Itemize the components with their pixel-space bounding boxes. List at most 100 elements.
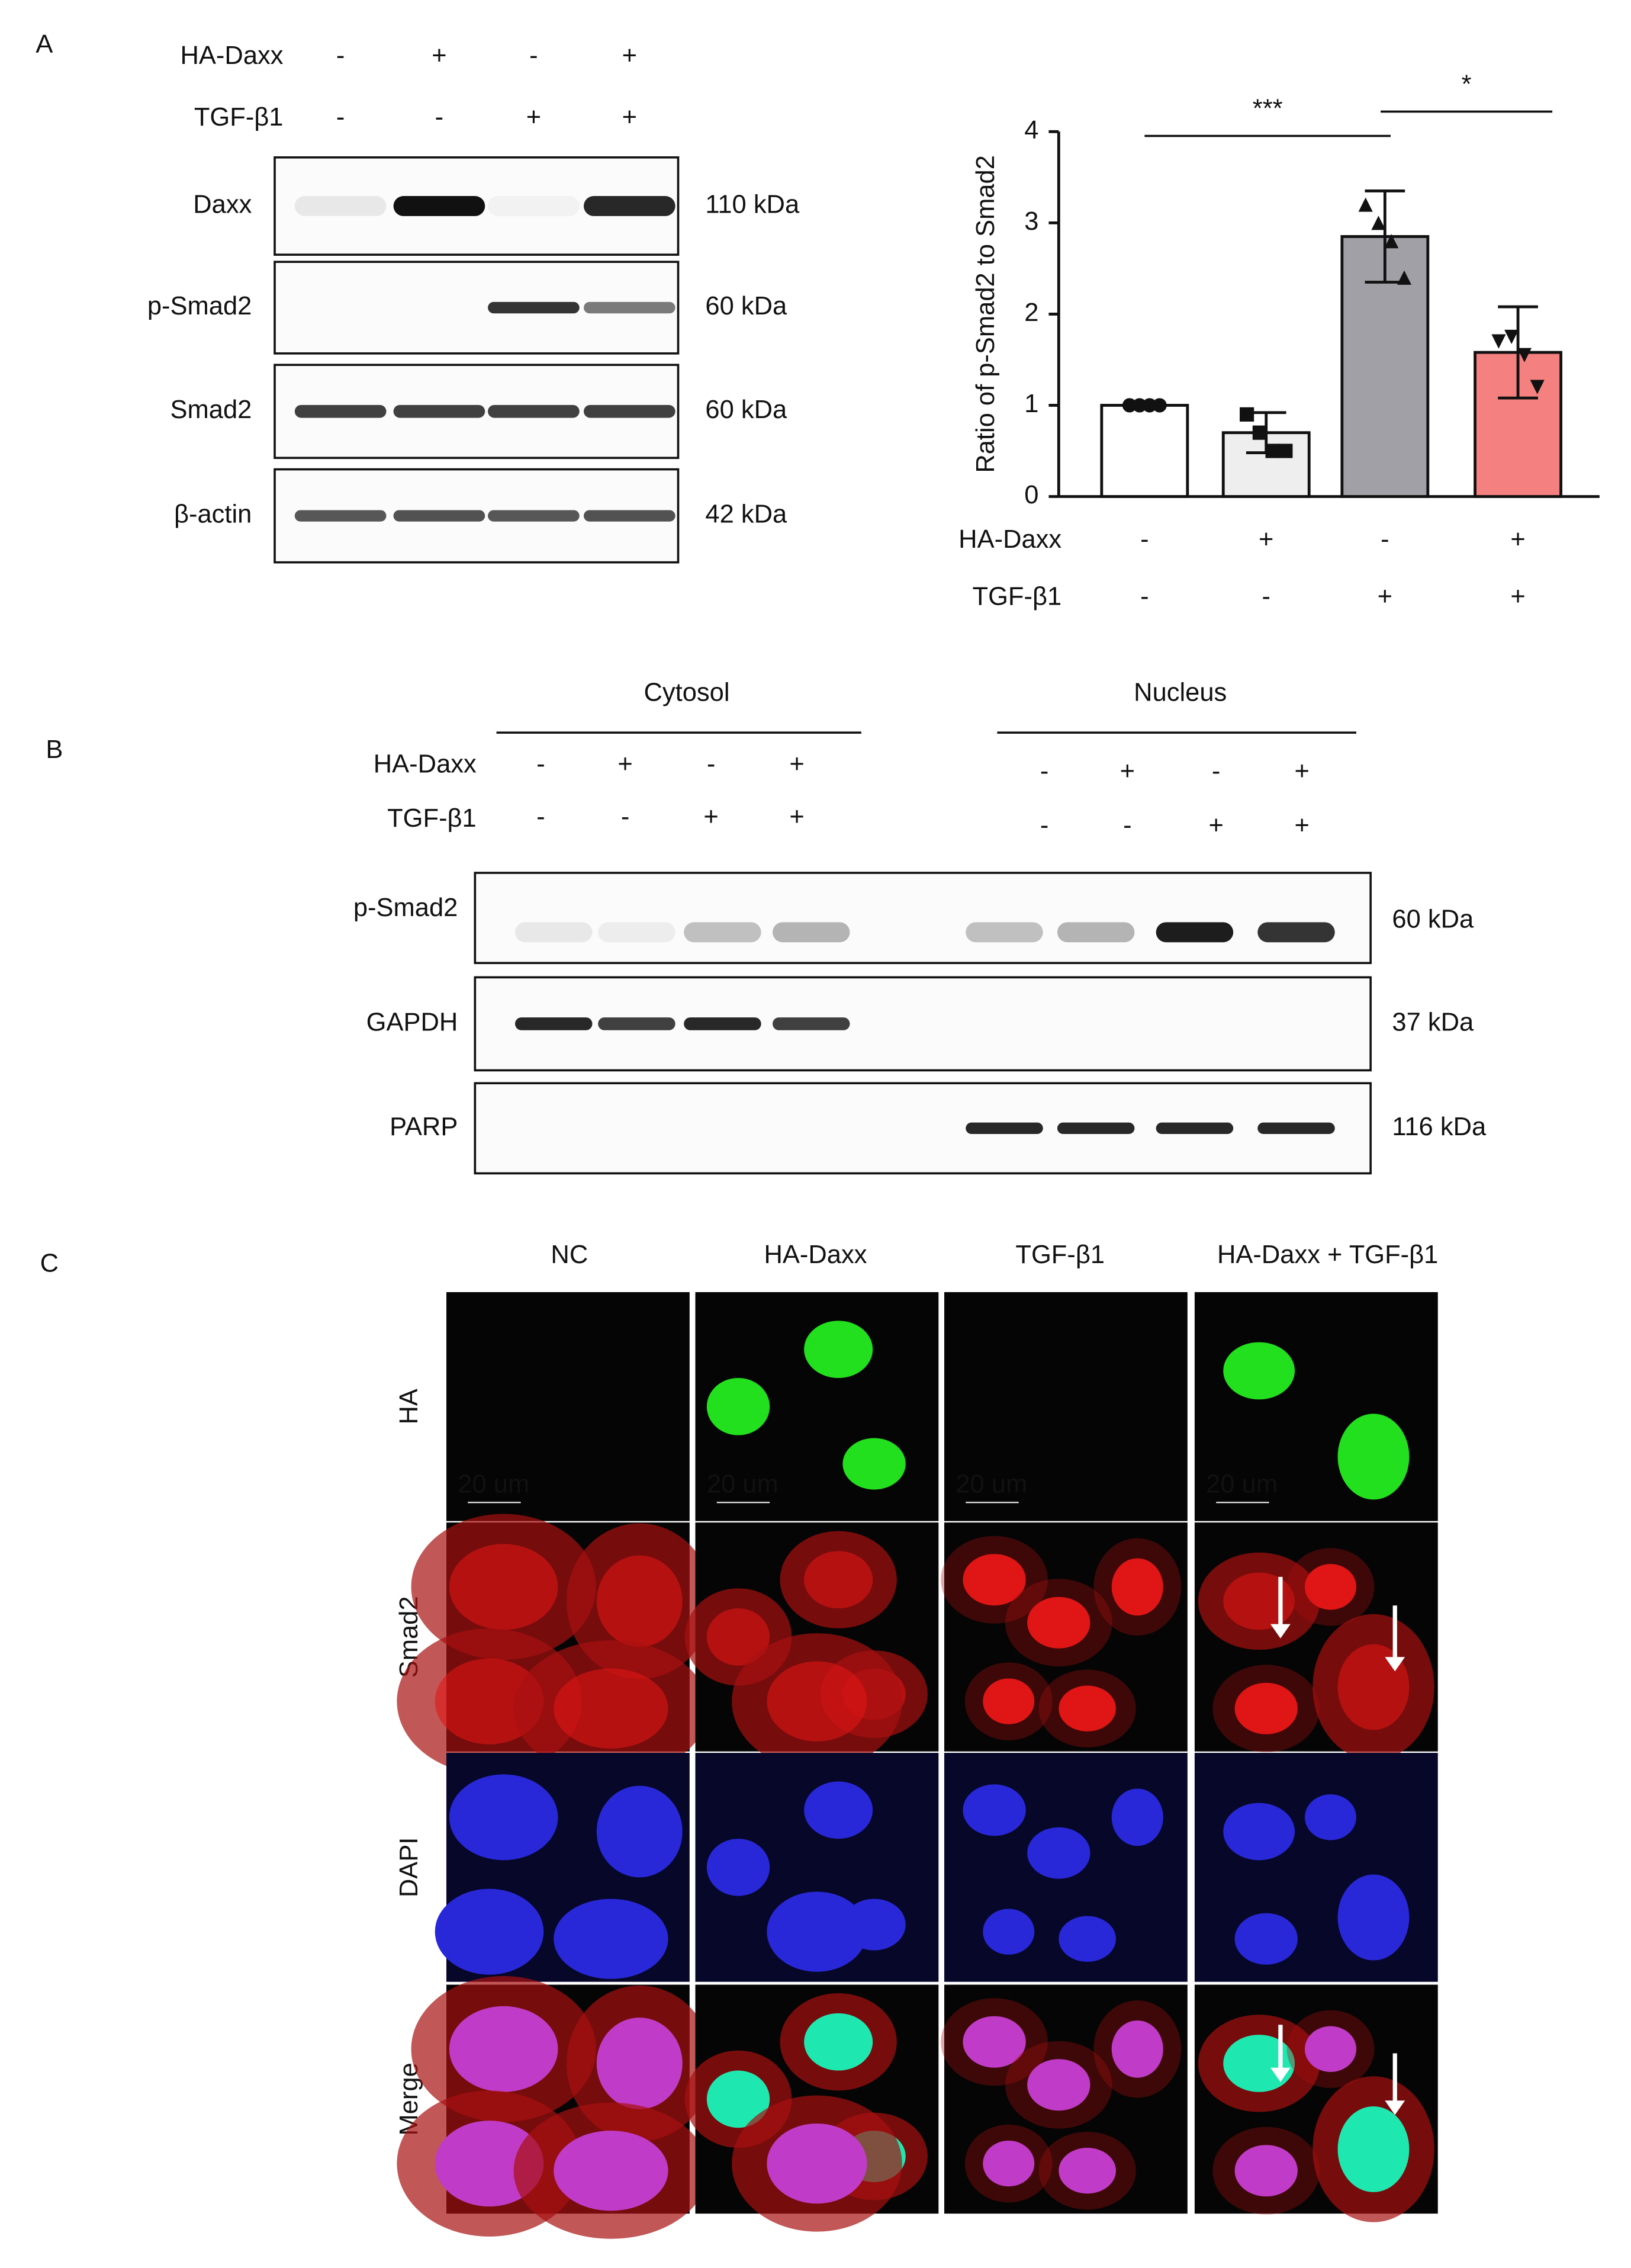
point — [1517, 348, 1532, 362]
blot-size: 42 kDa — [705, 500, 787, 529]
arrow-head — [1270, 1624, 1291, 1639]
bar — [1100, 404, 1189, 498]
blot-band — [584, 510, 675, 522]
blot-band — [966, 1122, 1043, 1134]
nucleus — [963, 1784, 1026, 1836]
blot-band — [515, 1017, 593, 1030]
blot-name: Daxx — [193, 190, 252, 219]
y-tick-label: 1 — [1024, 390, 1038, 418]
condition-name: TGF-β1 — [973, 583, 1062, 611]
condition-mark: + — [1510, 583, 1525, 611]
nucleus — [554, 1668, 668, 1749]
significance: *** — [1253, 95, 1283, 123]
column-header: NC — [551, 1241, 588, 1269]
point — [1397, 270, 1412, 285]
panel-label: A — [36, 30, 53, 59]
micrograph — [941, 1522, 1188, 1752]
condition-mark: - — [435, 103, 443, 131]
condition-mark: - — [1212, 757, 1220, 785]
nucleus — [804, 1551, 873, 1609]
micrograph — [1194, 1522, 1438, 1761]
nucleus — [1027, 2059, 1090, 2111]
condition-mark: - — [1123, 811, 1131, 840]
nucleus — [963, 2016, 1026, 2068]
nucleus — [596, 1555, 683, 1647]
blot-band — [488, 196, 580, 216]
point — [1252, 425, 1267, 440]
blot-name: β-actin — [174, 500, 252, 529]
nucleus — [767, 1661, 867, 1742]
nucleus — [1111, 1788, 1163, 1846]
point — [1265, 444, 1280, 458]
condition-mark: - — [1140, 583, 1149, 611]
point — [1491, 334, 1506, 349]
blot-band — [584, 404, 675, 418]
nucleus — [1027, 1596, 1090, 1649]
nucleus — [1059, 1685, 1116, 1731]
nucleus — [842, 1438, 906, 1490]
nucleus — [1059, 2148, 1116, 2194]
micrograph: 20 um — [446, 1292, 690, 1521]
nucleus — [435, 1888, 544, 1975]
micrograph — [435, 1753, 690, 1982]
y-tick-label: 3 — [1024, 207, 1038, 236]
micrograph — [397, 1514, 713, 1777]
nucleus — [767, 2123, 867, 2204]
nucleus — [767, 1891, 867, 1972]
condition-mark: + — [622, 103, 637, 131]
column-header: TGF-β1 — [1015, 1241, 1105, 1269]
blot-name: p-Smad2 — [353, 894, 458, 922]
point — [1142, 398, 1157, 413]
blot-band — [773, 922, 850, 943]
blot-band — [294, 510, 387, 522]
point — [1504, 329, 1519, 344]
row-label: HA — [395, 1389, 423, 1424]
nucleus — [804, 2013, 873, 2071]
nucleus — [1337, 1874, 1410, 1961]
condition-mark: + — [1208, 811, 1223, 840]
blot-band — [1057, 1122, 1135, 1134]
condition-name: HA-Daxx — [958, 525, 1061, 554]
condition-mark: + — [1378, 583, 1392, 611]
row-label: DAPI — [395, 1837, 423, 1897]
bar — [1474, 351, 1562, 498]
condition-mark: - — [621, 803, 629, 831]
blot-name: GAPDH — [366, 1008, 458, 1036]
nucleus — [1305, 2026, 1356, 2072]
blot-band — [294, 404, 387, 418]
condition-mark: + — [1294, 757, 1309, 785]
blot-band — [598, 1017, 675, 1030]
blot-name: Smad2 — [171, 396, 252, 424]
nucleus — [449, 1544, 558, 1630]
nucleus — [1027, 1827, 1090, 1879]
blot-name: PARP — [390, 1113, 458, 1141]
micrograph — [684, 1984, 939, 2232]
nucleus — [983, 2140, 1035, 2187]
y-tick-label: 2 — [1024, 298, 1038, 327]
nucleus — [706, 1377, 770, 1435]
nucleus — [804, 1781, 873, 1839]
scale-bar-label: 20 um — [458, 1470, 529, 1498]
blot-size: 37 kDa — [1392, 1008, 1474, 1036]
blot-frame — [474, 1082, 1372, 1175]
micrograph — [1194, 1984, 1438, 2222]
blot-size: 60 kDa — [1392, 905, 1474, 933]
micrograph — [684, 1522, 939, 1770]
point — [1278, 444, 1293, 458]
micrograph — [695, 1753, 939, 1982]
nucleus — [1111, 1558, 1163, 1616]
nucleus — [1223, 1572, 1295, 1630]
nucleus — [1234, 1682, 1298, 1734]
blot-band — [773, 1017, 850, 1030]
point — [1132, 398, 1147, 413]
nucleus — [706, 1608, 770, 1666]
micrograph-bg — [1194, 1753, 1438, 1982]
micrograph — [944, 1753, 1188, 1982]
micrograph: 20 um — [695, 1292, 939, 1521]
point — [1122, 398, 1137, 413]
condition-mark: + — [526, 103, 541, 131]
micrograph: 20 um — [944, 1292, 1188, 1521]
point — [1384, 234, 1399, 249]
blot-band — [584, 196, 675, 216]
blot-band — [488, 510, 580, 522]
